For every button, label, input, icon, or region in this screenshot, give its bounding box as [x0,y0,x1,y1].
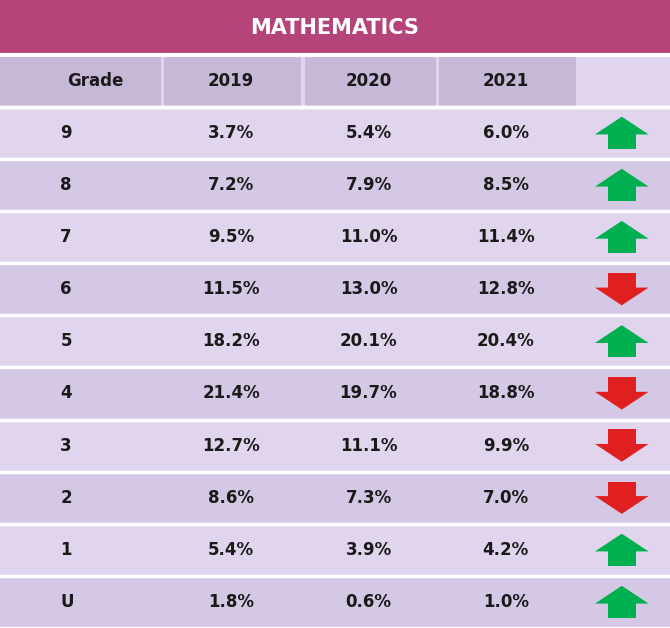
Text: 0.6%: 0.6% [346,593,391,611]
Text: 4.2%: 4.2% [482,541,529,559]
Text: 8.5%: 8.5% [483,176,529,194]
Text: 8: 8 [60,176,72,194]
Text: 7.2%: 7.2% [208,176,255,194]
Text: 18.8%: 18.8% [477,384,535,403]
Polygon shape [595,169,649,187]
Text: 7.0%: 7.0% [483,489,529,507]
FancyBboxPatch shape [608,482,636,497]
Text: 5: 5 [60,332,72,350]
Polygon shape [595,221,649,239]
Text: 12.7%: 12.7% [202,436,260,455]
FancyBboxPatch shape [608,185,636,201]
Polygon shape [595,117,649,134]
FancyBboxPatch shape [439,55,576,107]
Text: 9.9%: 9.9% [482,436,529,455]
Text: 11.1%: 11.1% [340,436,397,455]
Text: 12.8%: 12.8% [477,280,535,298]
Text: MATHEMATICS: MATHEMATICS [251,18,419,38]
Text: 11.0%: 11.0% [340,228,397,246]
Text: 2: 2 [60,489,72,507]
Text: 20.4%: 20.4% [477,332,535,350]
Text: 5.4%: 5.4% [208,541,254,559]
FancyBboxPatch shape [0,576,670,628]
FancyBboxPatch shape [0,420,670,472]
FancyBboxPatch shape [305,55,436,107]
Text: 9: 9 [60,124,72,142]
Text: 2019: 2019 [208,72,255,90]
Text: 4: 4 [60,384,72,403]
Text: 3.9%: 3.9% [345,541,392,559]
FancyBboxPatch shape [164,55,302,107]
FancyBboxPatch shape [0,315,670,367]
FancyBboxPatch shape [608,377,636,393]
FancyBboxPatch shape [0,107,670,159]
Text: 9.5%: 9.5% [208,228,254,246]
FancyBboxPatch shape [0,159,670,211]
FancyBboxPatch shape [608,430,636,445]
Polygon shape [595,496,649,514]
Text: 3.7%: 3.7% [208,124,255,142]
FancyBboxPatch shape [0,0,670,55]
Polygon shape [595,534,649,551]
FancyBboxPatch shape [0,263,670,315]
FancyBboxPatch shape [608,550,636,566]
Polygon shape [595,586,649,604]
FancyBboxPatch shape [608,133,636,149]
Text: 7.9%: 7.9% [345,176,392,194]
Text: 21.4%: 21.4% [202,384,260,403]
Text: 5.4%: 5.4% [346,124,391,142]
FancyBboxPatch shape [608,342,636,357]
Text: 1: 1 [60,541,72,559]
Polygon shape [595,444,649,462]
Text: 6: 6 [60,280,72,298]
FancyBboxPatch shape [0,211,670,263]
Text: 11.4%: 11.4% [477,228,535,246]
Text: 2020: 2020 [345,72,392,90]
FancyBboxPatch shape [608,237,636,253]
FancyBboxPatch shape [608,602,636,618]
Text: 20.1%: 20.1% [340,332,397,350]
Text: Grade: Grade [67,72,123,90]
Text: 7.3%: 7.3% [345,489,392,507]
Polygon shape [595,288,649,305]
Text: 18.2%: 18.2% [202,332,260,350]
Text: 8.6%: 8.6% [208,489,254,507]
Text: U: U [60,593,74,611]
FancyBboxPatch shape [0,55,161,107]
Text: 2021: 2021 [482,72,529,90]
FancyBboxPatch shape [608,273,636,289]
Polygon shape [595,325,649,343]
Text: 1.0%: 1.0% [483,593,529,611]
Text: 1.8%: 1.8% [208,593,254,611]
Text: 11.5%: 11.5% [202,280,260,298]
Text: 13.0%: 13.0% [340,280,397,298]
Text: 3: 3 [60,436,72,455]
Text: 6.0%: 6.0% [483,124,529,142]
FancyBboxPatch shape [0,524,670,576]
Polygon shape [595,392,649,409]
FancyBboxPatch shape [0,367,670,420]
FancyBboxPatch shape [0,472,670,524]
Text: 7: 7 [60,228,72,246]
Text: 19.7%: 19.7% [340,384,397,403]
